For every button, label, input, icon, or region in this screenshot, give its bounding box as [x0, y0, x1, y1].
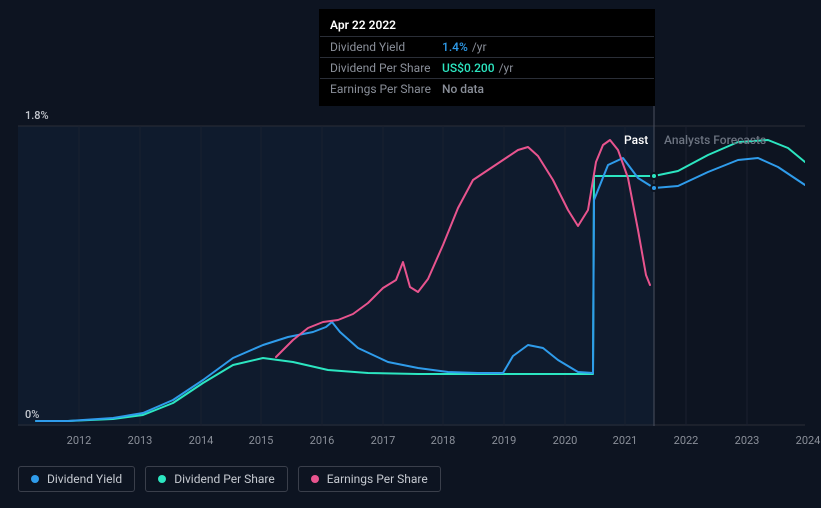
xaxis-year-label: 2019 — [492, 434, 517, 447]
legend-label: Dividend Per Share — [174, 472, 275, 486]
legend-dot-icon — [158, 475, 166, 483]
xaxis-year-label: 2021 — [613, 434, 638, 447]
xaxis-year-label: 2022 — [674, 434, 699, 447]
tooltip-row-label: Earnings Per Share — [330, 82, 442, 96]
tooltip-row: Dividend Per ShareUS$0.200/yr — [320, 57, 654, 78]
xaxis-year-label: 2013 — [128, 434, 153, 447]
xaxis-year-label: 2023 — [735, 434, 760, 447]
yaxis-max-label: 1.8% — [25, 109, 49, 122]
cursor-marker — [650, 184, 658, 192]
tooltip-row-value: No data — [442, 82, 484, 96]
chart-area[interactable] — [18, 100, 805, 450]
legend-dot-icon — [311, 475, 319, 483]
legend-dot-icon — [31, 475, 39, 483]
legend-label: Dividend Yield — [47, 472, 122, 486]
tooltip-date: Apr 22 2022 — [320, 16, 654, 36]
xaxis-year-label: 2024 — [796, 434, 821, 447]
tooltip-row-label: Dividend Per Share — [330, 61, 442, 75]
legend-item[interactable]: Earnings Per Share — [298, 466, 441, 492]
cursor-marker — [650, 172, 658, 180]
xaxis-year-label: 2016 — [310, 434, 335, 447]
tooltip-row: Dividend Yield1.4% /yr — [320, 36, 654, 57]
tooltip-row-value: US$0.200 — [442, 61, 495, 75]
section-past-label: Past — [624, 133, 648, 147]
chart-tooltip: Apr 22 2022 Dividend Yield1.4%/yrDividen… — [319, 9, 655, 106]
line-chart — [18, 100, 805, 426]
xaxis-year-label: 2018 — [431, 434, 456, 447]
tooltip-row-unit: /yr — [472, 40, 487, 54]
yaxis-zero-label: 0% — [25, 408, 39, 421]
xaxis-year-label: 2017 — [371, 434, 396, 447]
legend-item[interactable]: Dividend Yield — [18, 466, 135, 492]
legend-item[interactable]: Dividend Per Share — [145, 466, 288, 492]
tooltip-row-label: Dividend Yield — [330, 40, 442, 54]
section-forecast-label: Analysts Forecasts — [664, 133, 766, 147]
xaxis-year-label: 2014 — [189, 434, 214, 447]
tooltip-row-value: 1.4% — [442, 40, 468, 54]
chart-legend: Dividend Yield Dividend Per Share Earnings… — [18, 466, 441, 492]
xaxis-year-label: 2012 — [67, 434, 92, 447]
xaxis-year-label: 2015 — [249, 434, 274, 447]
tooltip-row-unit: /yr — [499, 61, 514, 75]
xaxis-year-label: 2020 — [553, 434, 578, 447]
tooltip-row: Earnings Per ShareNo data — [320, 78, 654, 99]
legend-label: Earnings Per Share — [327, 472, 428, 486]
